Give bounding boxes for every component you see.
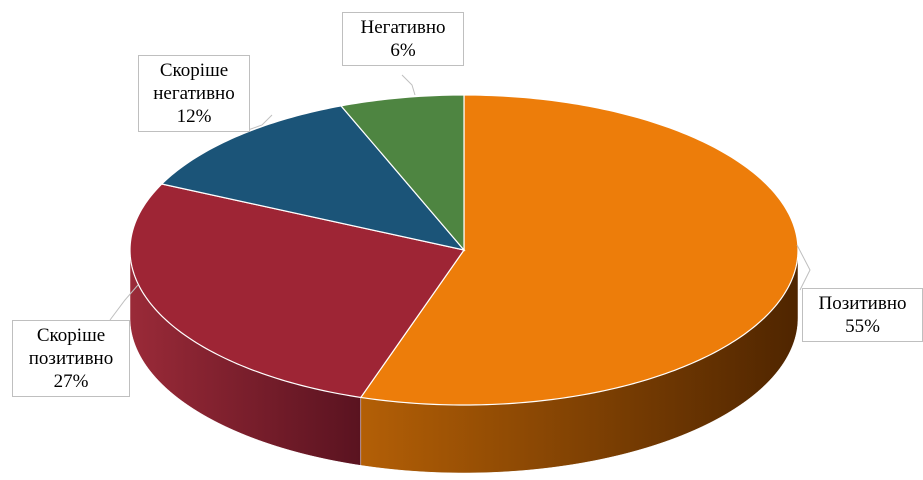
data-label: Скоріше позитивно 27% [12, 320, 130, 397]
slice [160, 105, 466, 251]
slice [359, 94, 799, 406]
data-label: Позитивно 55% [802, 288, 923, 342]
data-label: Негативно 6% [342, 12, 464, 66]
leader-line [796, 244, 811, 291]
leader-line [247, 114, 273, 131]
leader-line [109, 284, 139, 321]
leader-line [401, 74, 416, 96]
slice [339, 94, 465, 252]
data-label: Скоріше негативно 12% [138, 55, 250, 132]
slice [129, 183, 466, 399]
leader-lines [109, 74, 811, 321]
